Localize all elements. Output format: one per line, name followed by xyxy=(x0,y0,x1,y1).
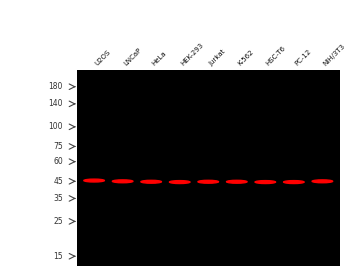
Text: LNCaP: LNCaP xyxy=(122,47,143,67)
Text: K-562: K-562 xyxy=(237,49,255,67)
Ellipse shape xyxy=(312,180,332,183)
Text: HeLa: HeLa xyxy=(151,50,168,67)
Text: U2OS: U2OS xyxy=(94,49,112,67)
Ellipse shape xyxy=(169,181,190,183)
Text: PC-12: PC-12 xyxy=(294,49,313,67)
Text: Jurkat: Jurkat xyxy=(208,48,227,67)
Text: NIH/3T3: NIH/3T3 xyxy=(322,43,346,67)
Ellipse shape xyxy=(112,180,133,183)
Ellipse shape xyxy=(198,180,218,183)
Text: 35: 35 xyxy=(53,194,63,203)
Ellipse shape xyxy=(284,181,304,183)
Text: HSC-T6: HSC-T6 xyxy=(265,45,287,67)
Text: 15: 15 xyxy=(53,252,63,261)
Text: 45: 45 xyxy=(53,177,63,186)
Text: 140: 140 xyxy=(49,99,63,108)
Ellipse shape xyxy=(255,181,275,183)
Ellipse shape xyxy=(141,180,161,183)
Text: 75: 75 xyxy=(53,142,63,151)
Text: 100: 100 xyxy=(49,122,63,131)
Text: HEK-293: HEK-293 xyxy=(180,42,205,67)
Text: 60: 60 xyxy=(53,157,63,166)
Ellipse shape xyxy=(84,179,104,182)
Ellipse shape xyxy=(226,180,247,183)
Text: 25: 25 xyxy=(53,217,63,226)
Text: 180: 180 xyxy=(49,82,63,91)
